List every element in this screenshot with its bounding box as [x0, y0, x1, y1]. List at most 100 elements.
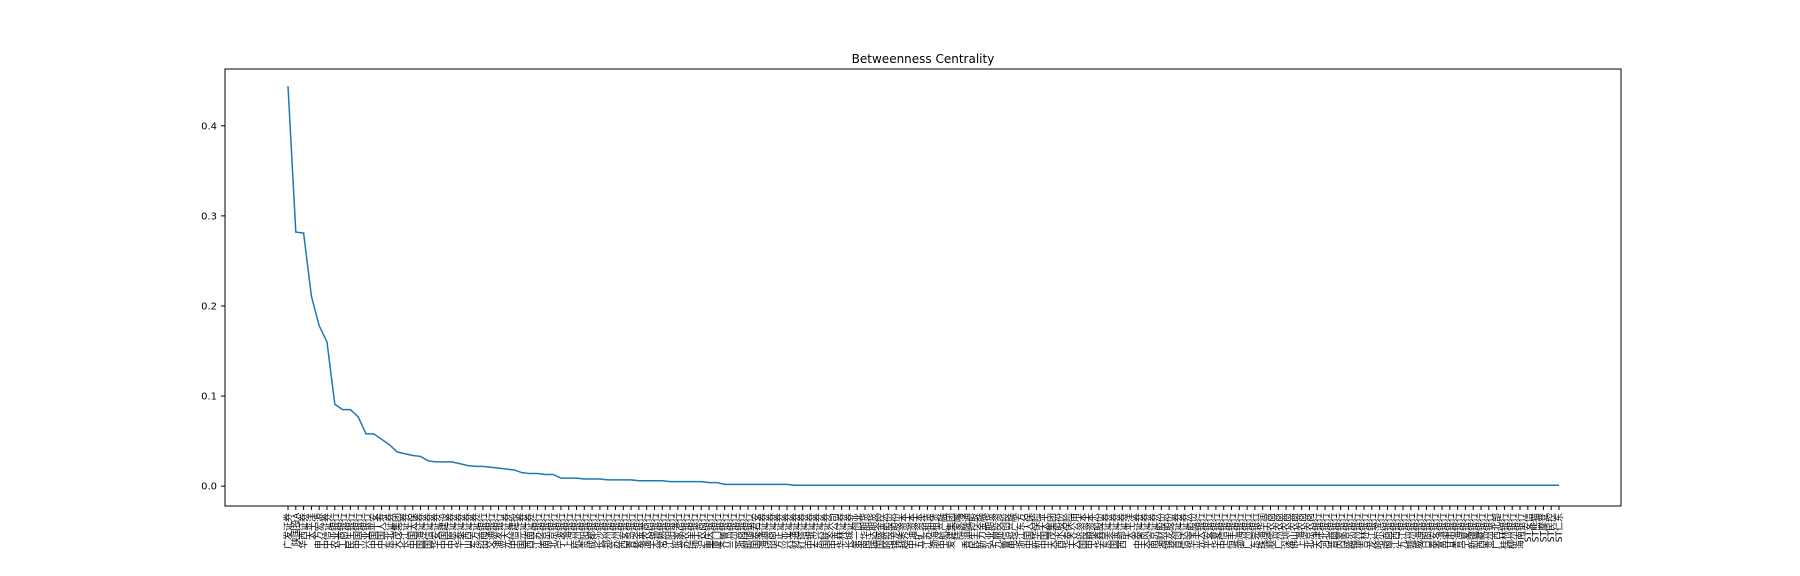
x-tick-label: 中国平安	[368, 513, 380, 549]
chart-title: Betweenness Centrality	[852, 52, 995, 66]
x-tick-label: 成都银行	[586, 513, 598, 549]
x-tick-label: 中国太保	[407, 513, 419, 549]
x-tick-label: 太平洋	[305, 513, 317, 540]
x-tick-label: 中航产融	[937, 513, 949, 549]
x-tick-label: 锦龙股份	[1163, 513, 1175, 549]
x-tick-label: 陆家嘴	[953, 513, 965, 540]
x-tick-label: 珠海华润	[1257, 513, 1269, 549]
x-tick-label: 富滇银行	[1436, 513, 1448, 549]
x-tick-label: 天茂集团	[1046, 513, 1058, 549]
x-tick-label: 华西证券	[298, 513, 310, 549]
x-tick-label: 新力金融	[976, 513, 988, 549]
y-tick-label: 0.1	[201, 392, 217, 403]
x-tick-label: 华安证券	[430, 513, 442, 549]
x-tick-label: 西南证券	[524, 513, 536, 549]
x-tick-label: 宁波银行	[555, 513, 567, 549]
x-tick-label: 西部证券	[1116, 513, 1128, 549]
x-tick-label: 中国建设	[438, 513, 450, 549]
x-tick-label: 苏农银行	[680, 513, 692, 549]
x-tick-label: 重庆银行	[703, 513, 715, 549]
x-tick-label: 民生银行	[344, 513, 356, 549]
x-tick-label: 吉林银行	[1358, 513, 1370, 549]
x-tick-label: 兰州银行	[726, 513, 738, 549]
x-tick-label: 北京银行	[547, 513, 559, 549]
x-tick-label: 中国银行	[352, 513, 364, 549]
x-tick-label: 陕国投A	[290, 512, 302, 546]
x-tick-label: 东方证券	[469, 513, 481, 549]
x-tick-label: 中原证券	[446, 513, 458, 549]
x-tick-label: 西藏银行	[1475, 513, 1487, 549]
x-tick-label: 华林证券	[836, 513, 848, 549]
x-tick-label: 中银证券	[804, 513, 816, 549]
x-tick-label: 弘业期货	[984, 513, 996, 549]
x-tick-label: 民生控股	[968, 513, 980, 549]
x-tick-label: 新华保险	[1031, 513, 1043, 549]
x-tick-label: 中国人寿	[376, 513, 388, 549]
y-tick-label: 0.4	[201, 121, 217, 132]
x-tick-label: 第一创业	[851, 513, 863, 549]
x-tick-label: 青海银行	[1452, 513, 1464, 549]
x-tick-label: 海通证券	[758, 513, 770, 549]
x-tick-label: 长城证券	[843, 513, 855, 549]
x-tick-label: 中信建投	[508, 513, 520, 549]
x-tick-label: 江苏租赁	[921, 513, 933, 549]
x-tick-label: 顺德农商	[1264, 513, 1276, 549]
x-tick-label: 苏州银行	[609, 513, 621, 549]
x-tick-label: 国投资本	[1077, 513, 1089, 549]
x-tick-label: 中金公司	[828, 513, 840, 549]
x-tick-label: 九江银行	[1397, 513, 1409, 549]
x-tick-label: 华泰证券	[454, 513, 466, 549]
x-tick-label: 瑞丰银行	[687, 513, 699, 549]
x-tick-label: 晋商银行	[1327, 513, 1339, 549]
x-tick-label: 山西证券	[461, 513, 473, 549]
x-tick-label: 财通证券	[789, 513, 801, 549]
x-tick-label: 哈投股份	[882, 513, 894, 549]
x-tick-label: ST摩登	[1537, 513, 1549, 542]
x-tick-label: ST仁东	[1553, 513, 1565, 542]
x-tick-label: 国联证券	[820, 513, 832, 549]
x-tick-label: 国金证券	[1109, 513, 1121, 549]
x-tick-label: 浦发银行	[493, 513, 505, 549]
x-tick-label: 交通银行	[485, 513, 497, 549]
x-tick-label: 紫金银行	[633, 513, 645, 549]
x-tick-label: 张家港行	[672, 513, 684, 549]
x-tick-label: 浙江东方	[1015, 513, 1027, 549]
y-tick-label: 0.3	[201, 211, 217, 222]
x-tick-label: 大众公用	[1070, 513, 1082, 549]
x-tick-label: 甘肃银行	[1444, 513, 1456, 549]
x-tick-label: 华鑫股份	[1093, 513, 1105, 549]
x-tick-label: 电投产融	[1007, 513, 1019, 549]
x-tick-label: 江西银行	[1389, 513, 1401, 549]
x-tick-label: 上海农商	[1296, 513, 1308, 549]
x-tick-label: 国盛金控	[875, 513, 887, 549]
x-tick-label: 渤海租赁	[929, 513, 941, 549]
x-tick-label: 渤海银行	[1233, 513, 1245, 549]
x-tick-label: 首创证券	[1171, 513, 1183, 549]
x-tick-label: 佛山农商	[1288, 513, 1300, 549]
series-line	[287, 86, 1559, 487]
x-tick-label: ST民控	[1545, 513, 1557, 542]
x-tick-label: 西安银行	[617, 513, 629, 549]
x-tick-label: 桂林银行	[1498, 513, 1510, 549]
x-tick-label: 广西北部	[1491, 513, 1503, 549]
x-tick-label: 无锡银行	[648, 513, 660, 549]
x-tick-label: 江阴银行	[664, 513, 676, 549]
x-axis: 广发证券陕国投A华西证券太平洋申万宏源中信证券农业银行工商银行民生银行中国银行兴…	[282, 506, 1565, 549]
x-tick-label: 西水股份	[1054, 513, 1066, 549]
x-tick-label: 天津银行	[1311, 513, 1323, 549]
y-tick-label: 0.2	[201, 301, 217, 312]
x-tick-label: 华夏银行	[1210, 513, 1222, 549]
x-tick-label: 鲁信创投	[999, 513, 1011, 549]
x-tick-label: 平安银行	[1202, 513, 1214, 549]
x-tick-label: 广发证券	[282, 513, 294, 549]
x-tick-label: 沪农商行	[695, 513, 707, 549]
x-tick-label: 国信证券	[422, 513, 434, 549]
x-tick-label: 信达证券	[1179, 513, 1191, 549]
x-tick-label: 天风证券	[1140, 513, 1152, 549]
x-tick-label: 国泰君安	[750, 513, 762, 549]
x-tick-label: ST安信	[1522, 513, 1534, 542]
x-tick-label: 南京证券	[1148, 513, 1160, 549]
x-tick-label: 中信证券	[321, 513, 333, 549]
x-tick-label: 邮储银行	[742, 513, 754, 549]
x-tick-label: 柳州银行	[1506, 513, 1518, 549]
